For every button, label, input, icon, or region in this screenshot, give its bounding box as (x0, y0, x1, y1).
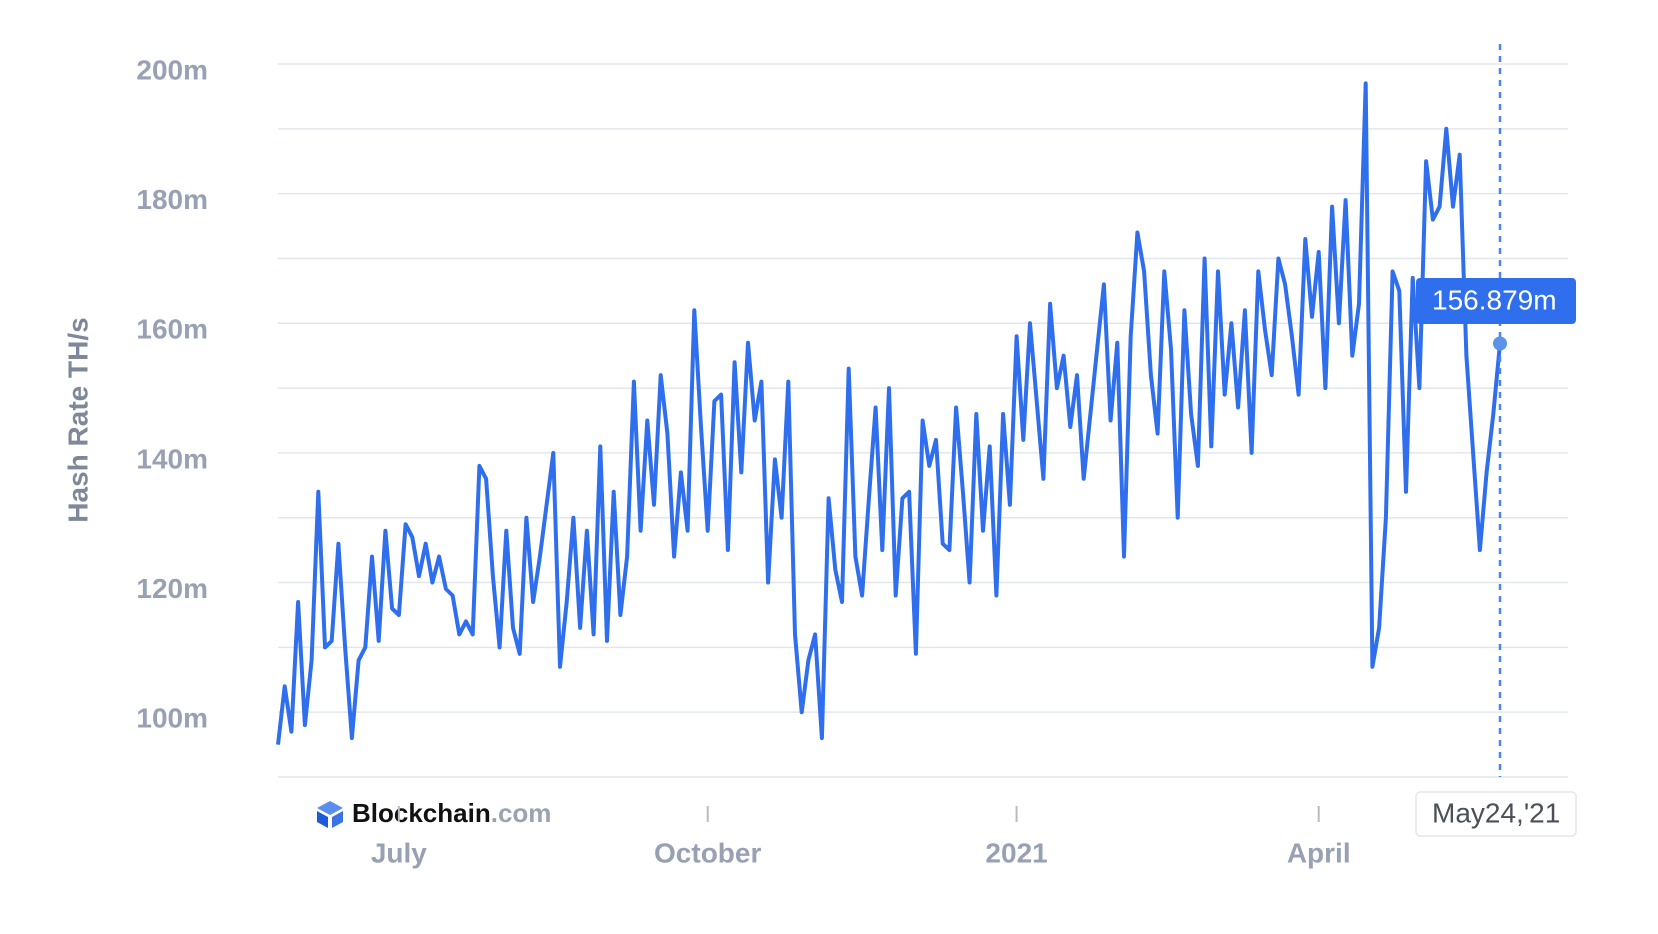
brand-name: Blockchain (352, 798, 491, 828)
x-tick-label: 2021 (985, 837, 1047, 868)
logo-icon-left (317, 811, 328, 828)
x-tick-label: July (371, 837, 427, 868)
y-tick-label: 200m (136, 54, 208, 85)
y-tick-label: 140m (136, 443, 208, 474)
brand-suffix: .com (491, 798, 552, 828)
y-axis-title: Hash Rate TH/s (62, 317, 93, 522)
svg-text:Blockchain.com: Blockchain.com (352, 798, 551, 828)
x-tick-label: October (654, 837, 761, 868)
y-tick-label: 100m (136, 703, 208, 734)
logo-icon-right (332, 811, 343, 828)
hover-point (1493, 336, 1507, 351)
value-tooltip (1416, 278, 1576, 324)
y-tick-label: 120m (136, 573, 208, 604)
brand-logo: Blockchain.com (317, 798, 551, 828)
date-tooltip-label: May24,'21 (1432, 797, 1560, 828)
hash-rate-line (276, 81, 1502, 745)
x-tick-label: April (1287, 837, 1351, 868)
y-tick-label: 160m (136, 314, 208, 345)
value-tooltip-label: 156.879m (1432, 284, 1557, 315)
date-tooltip (1415, 791, 1577, 837)
logo-icon-top (317, 801, 343, 815)
y-tick-label: 180m (136, 184, 208, 215)
